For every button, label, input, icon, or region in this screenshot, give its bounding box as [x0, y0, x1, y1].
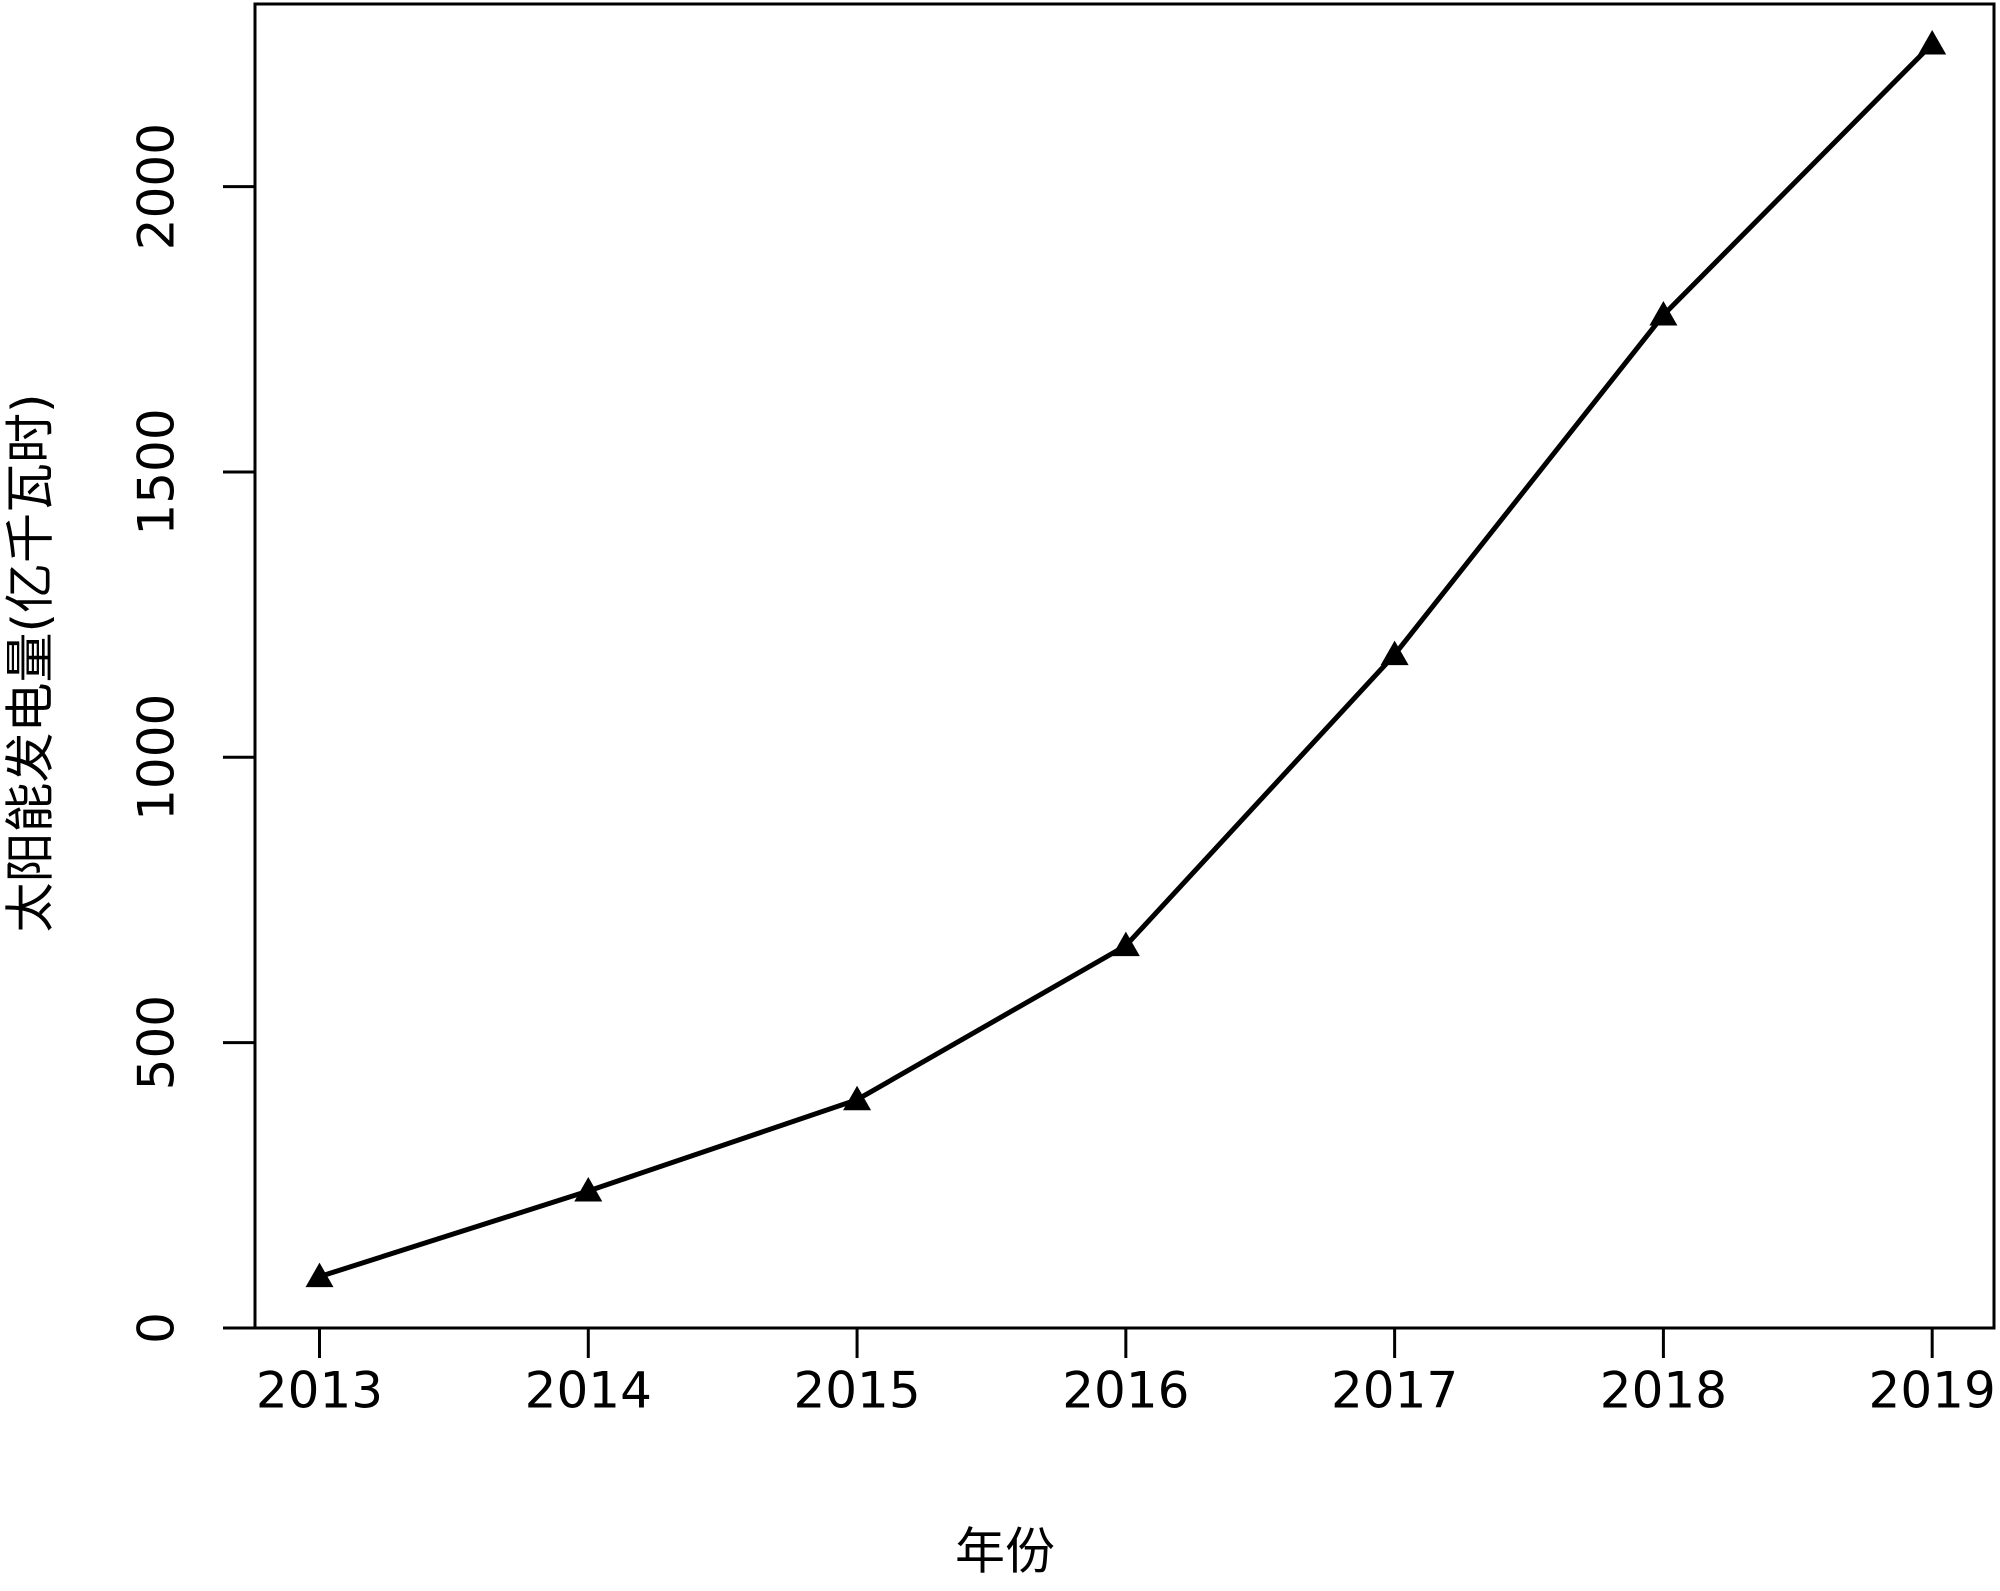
x-tick-label: 2017	[1331, 1362, 1458, 1420]
data-point	[1111, 931, 1140, 957]
y-tick-label: 1500	[128, 408, 186, 535]
y-tick-label: 2000	[128, 123, 186, 250]
y-tick-label: 1000	[128, 694, 186, 821]
y-axis-label: 太阳能发电量(亿千瓦时)	[2, 393, 60, 932]
data-point	[574, 1177, 603, 1202]
x-axis-label: 年份	[955, 1523, 1055, 1581]
y-tick-label: 500	[128, 995, 186, 1090]
x-tick-label: 2019	[1869, 1362, 1996, 1420]
plot-frame	[253, 2, 1996, 1330]
x-tick-label: 2015	[793, 1362, 920, 1420]
data-point	[1380, 640, 1409, 666]
data-point	[843, 1085, 872, 1111]
y-tick-label: 0	[128, 1312, 186, 1344]
x-tick-label: 2016	[1062, 1362, 1189, 1420]
data-point	[1918, 29, 1947, 55]
x-tick-label: 2014	[525, 1362, 652, 1420]
x-tick-label: 2018	[1600, 1362, 1727, 1420]
data-line	[318, 42, 1934, 1280]
x-tick-label: 2013	[256, 1362, 383, 1420]
data-point	[1649, 301, 1678, 326]
data-point	[305, 1262, 334, 1288]
